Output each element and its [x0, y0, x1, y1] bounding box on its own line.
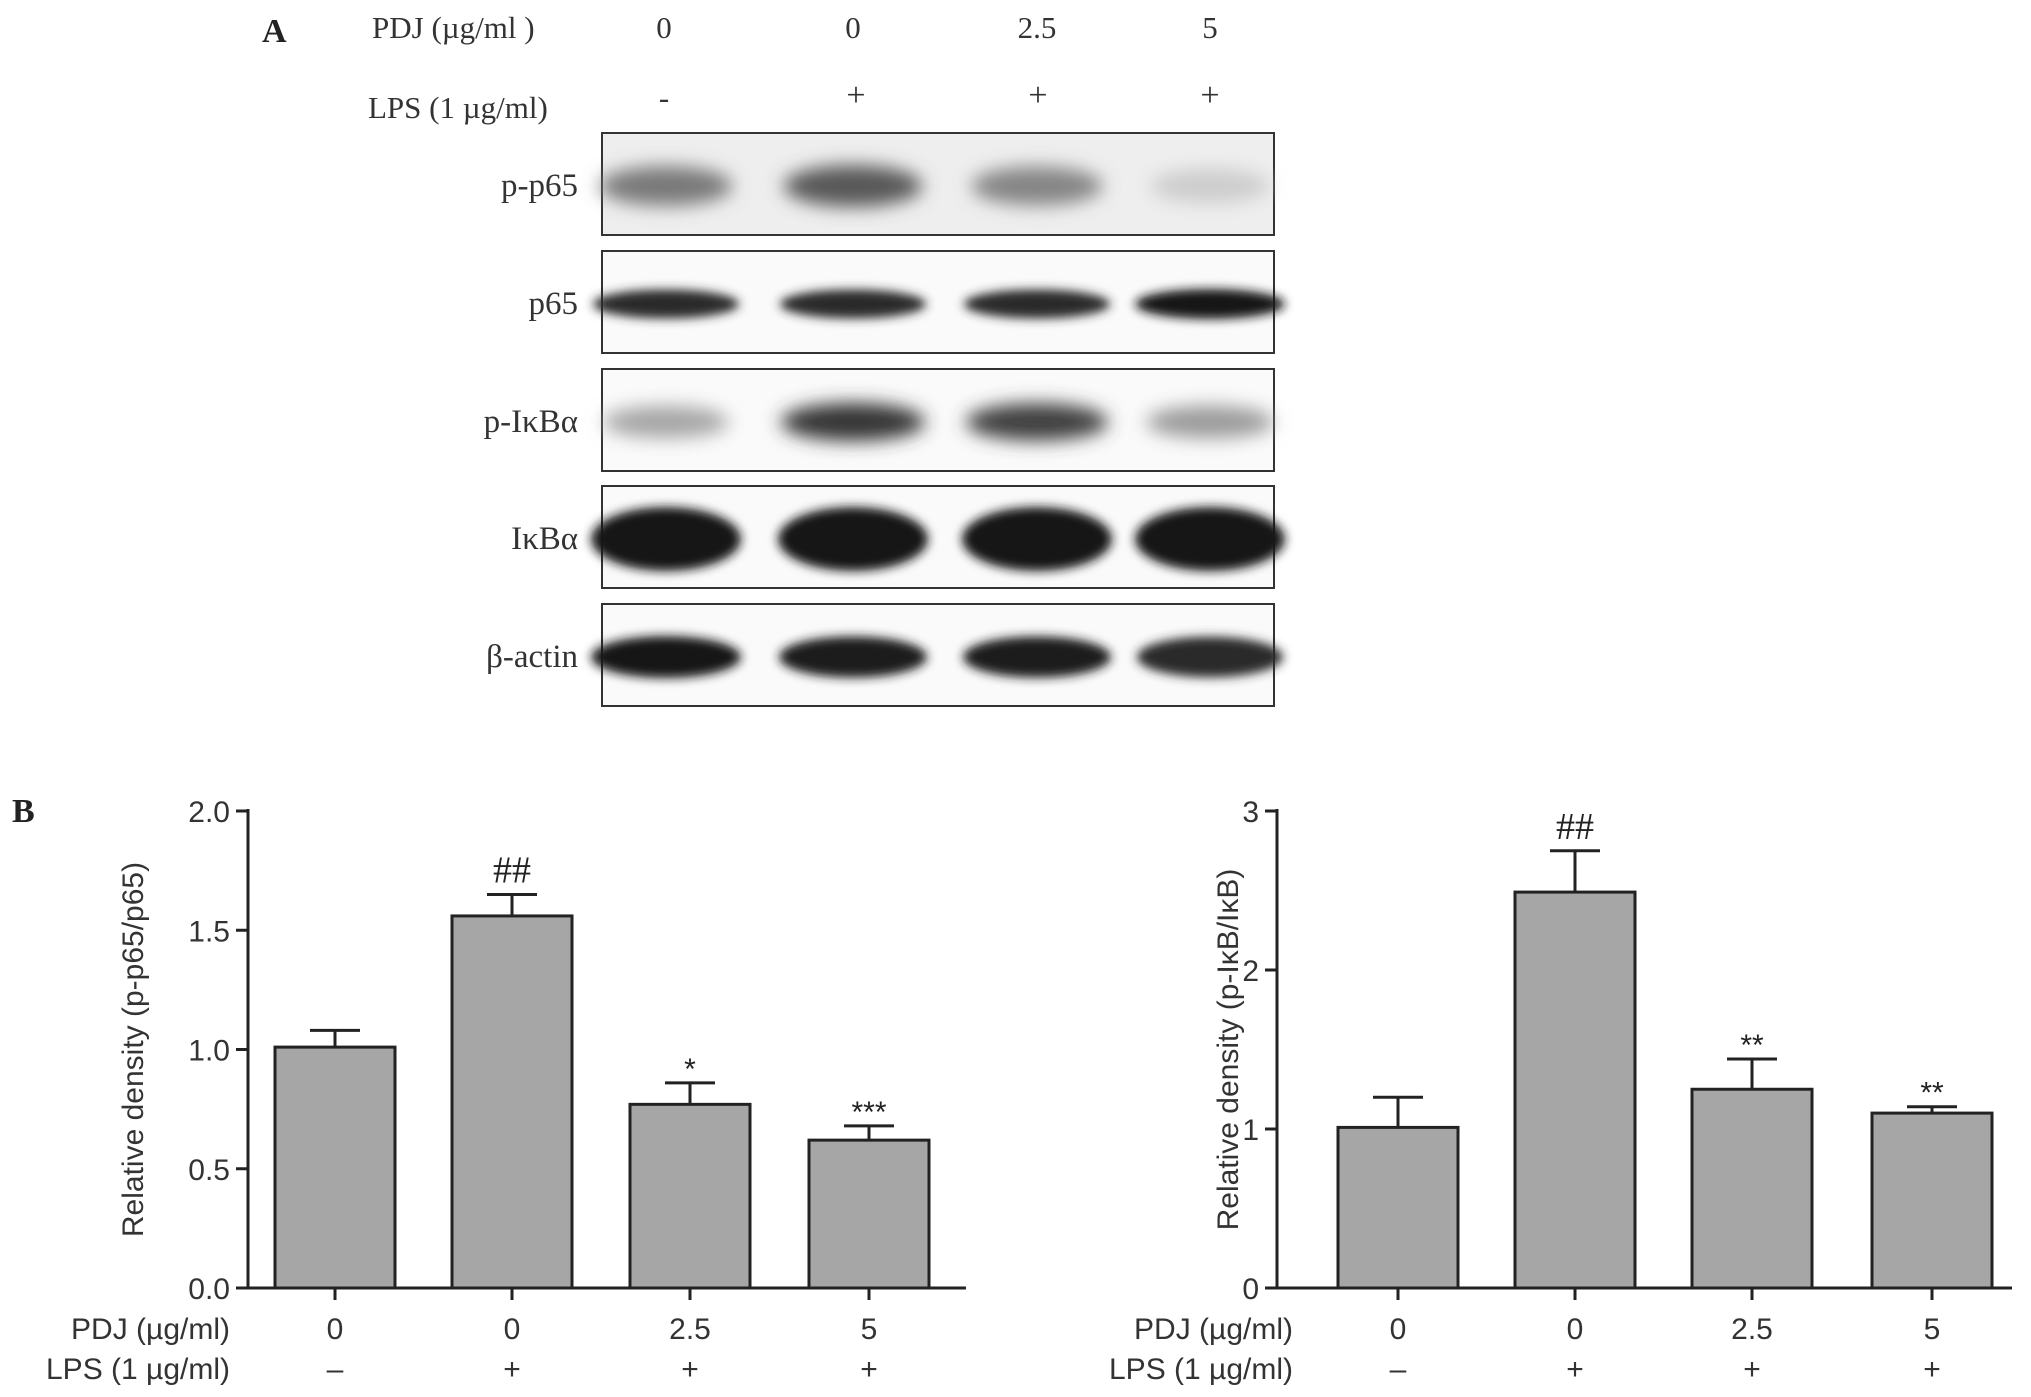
pdj-lane-4: 5 [1202, 10, 1218, 45]
blot-band [780, 402, 926, 442]
y-tick-label: 1.5 [188, 915, 230, 948]
y-tick-label: 2 [1242, 955, 1259, 988]
y-tick-label: 2.0 [188, 796, 230, 829]
bar [273, 1045, 397, 1290]
panel-a-label: A [262, 13, 287, 50]
panel-a-header: PDJ (µg/ml ) 0 0 2.5 5 LPS (1 µg/ml) - +… [368, 10, 1220, 125]
pdj-lane-1: 0 [656, 10, 672, 45]
lps-row-label: LPS (1 µg/ml) [46, 1353, 230, 1386]
blot-band [1136, 636, 1284, 678]
blot-band [778, 507, 928, 571]
pdj-value: 2.5 [669, 1313, 711, 1346]
y-tick-label: 1.0 [188, 1035, 230, 1068]
pdj-value: 0 [1390, 1313, 1407, 1346]
y-tick-label: 1 [1242, 1114, 1259, 1147]
pdj-lane-2: 0 [845, 10, 861, 45]
lps-lane-2: + [846, 77, 865, 114]
blot-label: β-actin [486, 639, 578, 675]
significance-label: * [684, 1053, 696, 1086]
blot-1: p-p65 [501, 132, 1275, 236]
lps-value: + [1923, 1353, 1941, 1386]
bar [1690, 1087, 1814, 1290]
lps-value: + [860, 1353, 878, 1386]
lps-value: + [1566, 1353, 1584, 1386]
blot-2: p65 [529, 250, 1285, 354]
pdj-row-label: PDJ (µg/ml) [1134, 1313, 1293, 1346]
lps-lane-3: + [1028, 77, 1047, 114]
blot-band [779, 289, 927, 319]
y-tick-label: 0 [1242, 1273, 1259, 1306]
bar [450, 914, 574, 1290]
blot-4: IκBα [511, 485, 1285, 589]
blot-band [962, 636, 1112, 678]
panel-b-label: B [12, 793, 35, 830]
y-tick-label: 0.0 [188, 1273, 230, 1306]
bar [807, 1138, 931, 1290]
pdj-row-label: PDJ (µg/ml ) [372, 10, 535, 45]
lps-row-label: LPS (1 µg/ml) [1109, 1353, 1293, 1386]
blot-band [971, 166, 1103, 206]
blot-band [965, 403, 1109, 441]
y-tick-label: 0.5 [188, 1154, 230, 1187]
blot-band [591, 507, 741, 571]
pdj-value: 0 [1567, 1313, 1584, 1346]
blot-label: p-IκBα [484, 404, 578, 440]
pdj-value: 2.5 [1731, 1313, 1773, 1346]
blot-band [1146, 405, 1274, 439]
lps-lane-1: - [659, 80, 669, 115]
lps-row-label: LPS (1 µg/ml) [368, 90, 548, 125]
western-blots: p-p65 p65 p-IκBα IκBα β-actin [484, 132, 1285, 707]
blot-label: IκBα [511, 521, 578, 557]
bar [1870, 1111, 1994, 1290]
lps-value: + [681, 1353, 699, 1386]
blot-label: p65 [529, 286, 579, 322]
y-axis-label: Relative density (p-p65/p65) [117, 862, 150, 1237]
blot-band [778, 636, 928, 678]
pdj-value: 5 [861, 1313, 878, 1346]
y-axis-label: Relative density (p-IκB/IκB) [1212, 869, 1245, 1231]
blot-band [603, 405, 729, 439]
blot-band [591, 636, 741, 678]
lps-lane-4: + [1200, 77, 1219, 114]
blot-band [1135, 289, 1285, 319]
significance-label: *** [851, 1096, 886, 1129]
significance-label: ## [493, 849, 531, 891]
blot-band [783, 165, 923, 207]
pdj-lane-3: 2.5 [1018, 10, 1057, 45]
pdj-value: 0 [504, 1313, 521, 1346]
bar [628, 1102, 752, 1290]
lps-value: + [1743, 1353, 1761, 1386]
blot-3: p-IκBα [484, 368, 1275, 472]
lps-value: – [327, 1353, 344, 1386]
pdj-value: 5 [1924, 1313, 1941, 1346]
significance-label: ** [1920, 1077, 1944, 1110]
blot-band [599, 166, 733, 206]
blot-band [592, 289, 740, 319]
blot-label: p-p65 [501, 168, 578, 204]
blot-band [963, 289, 1111, 319]
significance-label: ** [1740, 1029, 1764, 1062]
pdj-row-label: PDJ (µg/ml) [71, 1313, 230, 1346]
lps-value: + [503, 1353, 521, 1386]
significance-label: ## [1556, 806, 1594, 848]
lps-value: – [1390, 1353, 1407, 1386]
bar [1336, 1125, 1460, 1290]
blot-5: β-actin [486, 603, 1284, 707]
chart-ikb: ## ** ** 0 1 2 3 Relative density (p-IκB/IκB) PD… [1109, 796, 2012, 1386]
bar [1513, 890, 1637, 1290]
blot-band [962, 507, 1112, 571]
blot-band [1135, 507, 1285, 571]
pdj-value: 0 [327, 1313, 344, 1346]
y-tick-label: 3 [1242, 796, 1259, 829]
blot-band [1150, 168, 1270, 204]
